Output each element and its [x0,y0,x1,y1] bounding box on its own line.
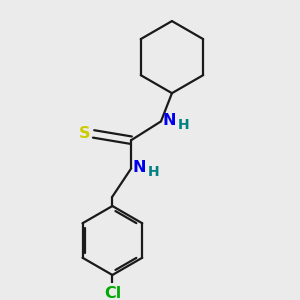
Text: N: N [132,160,146,175]
Text: Cl: Cl [104,286,121,300]
Text: H: H [148,164,160,178]
Text: H: H [178,118,189,131]
Text: S: S [78,126,90,141]
Text: N: N [162,113,175,128]
